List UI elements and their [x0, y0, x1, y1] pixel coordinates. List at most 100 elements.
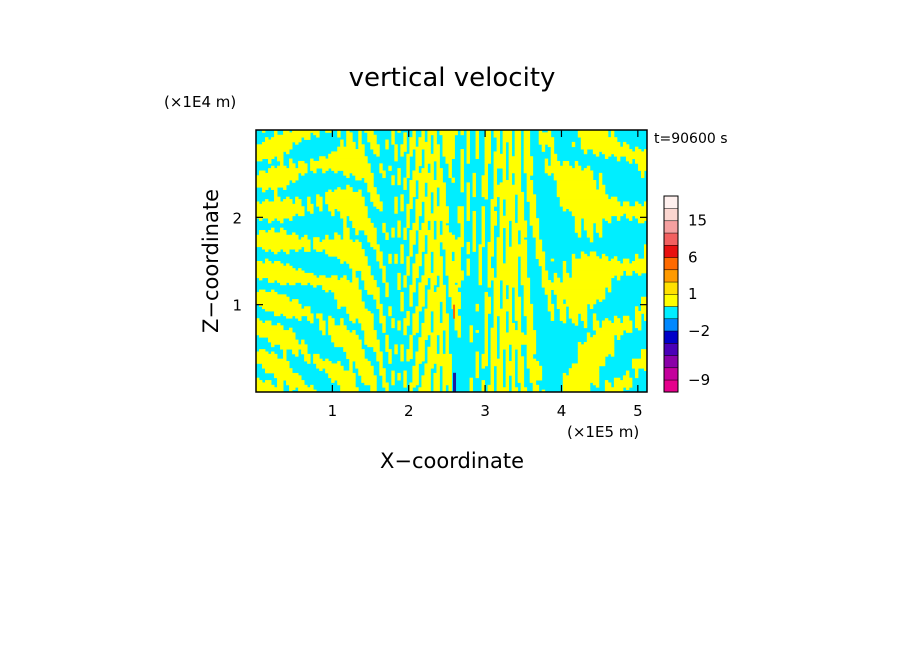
updraft-patch: [364, 284, 377, 288]
updraft-patch: [493, 294, 501, 298]
updraft-patch: [424, 201, 431, 205]
updraft-patch: [445, 270, 464, 274]
updraft-patch: [421, 330, 431, 333]
colorbar-swatch: [663, 367, 679, 381]
updraft-patch: [385, 234, 389, 238]
updraft-patch: [571, 263, 647, 267]
updraft-patch: [418, 387, 431, 391]
updraft-patch: [514, 287, 519, 290]
updraft-patch: [310, 160, 368, 164]
updraft-patch: [328, 315, 332, 319]
updraft-patch: [517, 199, 525, 202]
updraft-patch: [427, 358, 452, 362]
updraft-patch: [439, 344, 443, 348]
updraft-patch: [472, 241, 476, 245]
updraft-patch: [352, 277, 359, 281]
updraft-patch: [424, 308, 440, 312]
updraft-patch: [493, 303, 501, 307]
updraft-patch: [508, 287, 513, 290]
updraft-patch: [367, 237, 377, 240]
updraft-patch: [274, 130, 278, 133]
updraft-patch: [379, 208, 383, 212]
updraft-patch: [535, 251, 546, 255]
updraft-patch: [508, 175, 513, 179]
updraft-patch: [562, 375, 600, 379]
updraft-patch: [352, 225, 374, 229]
updraft-patch: [592, 313, 597, 317]
updraft-patch: [442, 146, 455, 150]
updraft-patch: [475, 146, 479, 150]
updraft-patch: [523, 144, 531, 148]
updraft-patch: [370, 199, 380, 202]
updraft-patch: [262, 365, 290, 369]
updraft-patch: [313, 170, 317, 174]
updraft-patch: [493, 184, 522, 188]
updraft-patch: [634, 322, 642, 326]
updraft-patch: [571, 275, 615, 279]
updraft-patch: [598, 175, 603, 179]
updraft-patch: [589, 306, 594, 310]
updraft-patch: [439, 189, 446, 193]
updraft-patch: [400, 199, 404, 202]
updraft-patch: [493, 156, 507, 159]
updraft-patch: [523, 287, 531, 290]
updraft-patch: [484, 196, 488, 200]
updraft-patch: [601, 253, 606, 257]
updraft-patch: [466, 130, 470, 133]
updraft-patch: [499, 337, 537, 340]
updraft-patch: [376, 301, 380, 305]
updraft-patch: [478, 244, 485, 248]
updraft-patch: [532, 389, 540, 392]
updraft-patch: [502, 146, 507, 150]
updraft-patch: [616, 337, 621, 340]
updraft-patch: [394, 206, 398, 209]
updraft-patch: [544, 289, 552, 293]
updraft-patch: [469, 387, 473, 391]
updraft-patch: [442, 372, 452, 376]
updraft-patch: [499, 346, 510, 350]
updraft-patch: [256, 384, 275, 388]
updraft-patch: [256, 330, 293, 333]
updraft-patch: [499, 341, 537, 345]
updraft-patch: [265, 370, 293, 374]
updraft-patch: [508, 165, 522, 169]
updraft-patch: [460, 234, 464, 238]
updraft-patch: [493, 289, 501, 293]
updraft-patch: [304, 246, 311, 250]
updraft-patch: [541, 144, 546, 148]
updraft-patch: [634, 158, 647, 162]
updraft-patch: [571, 268, 647, 271]
updraft-patch: [517, 325, 522, 329]
updraft-patch: [256, 265, 293, 269]
updraft-patch: [454, 325, 461, 329]
updraft-patch: [529, 380, 537, 383]
updraft-patch: [403, 177, 407, 181]
updraft-patch: [382, 222, 386, 226]
updraft-patch: [346, 137, 353, 140]
updraft-patch: [496, 261, 504, 264]
updraft-patch: [595, 227, 603, 231]
updraft-patch: [382, 268, 386, 271]
updraft-patch: [286, 251, 290, 255]
updraft-patch: [505, 365, 516, 369]
updraft-patch: [364, 130, 374, 133]
updraft-patch: [427, 289, 434, 293]
updraft-patch: [421, 382, 431, 386]
updraft-patch: [433, 253, 440, 257]
updraft-patch: [409, 189, 416, 193]
updraft-patch: [478, 251, 482, 255]
updraft-patch: [412, 172, 434, 176]
updraft-patch: [514, 134, 522, 138]
updraft-patch: [625, 387, 630, 391]
updraft-patch: [370, 194, 380, 198]
updraft-patch: [430, 170, 434, 174]
updraft-patch: [496, 263, 519, 267]
updraft-patch: [391, 134, 395, 138]
updraft-patch: [427, 184, 446, 188]
updraft-patch: [505, 208, 516, 212]
updraft-patch: [358, 132, 362, 136]
updraft-patch: [442, 311, 446, 314]
updraft-patch: [385, 339, 389, 343]
updraft-patch: [358, 370, 374, 374]
updraft-patch: [379, 170, 386, 174]
